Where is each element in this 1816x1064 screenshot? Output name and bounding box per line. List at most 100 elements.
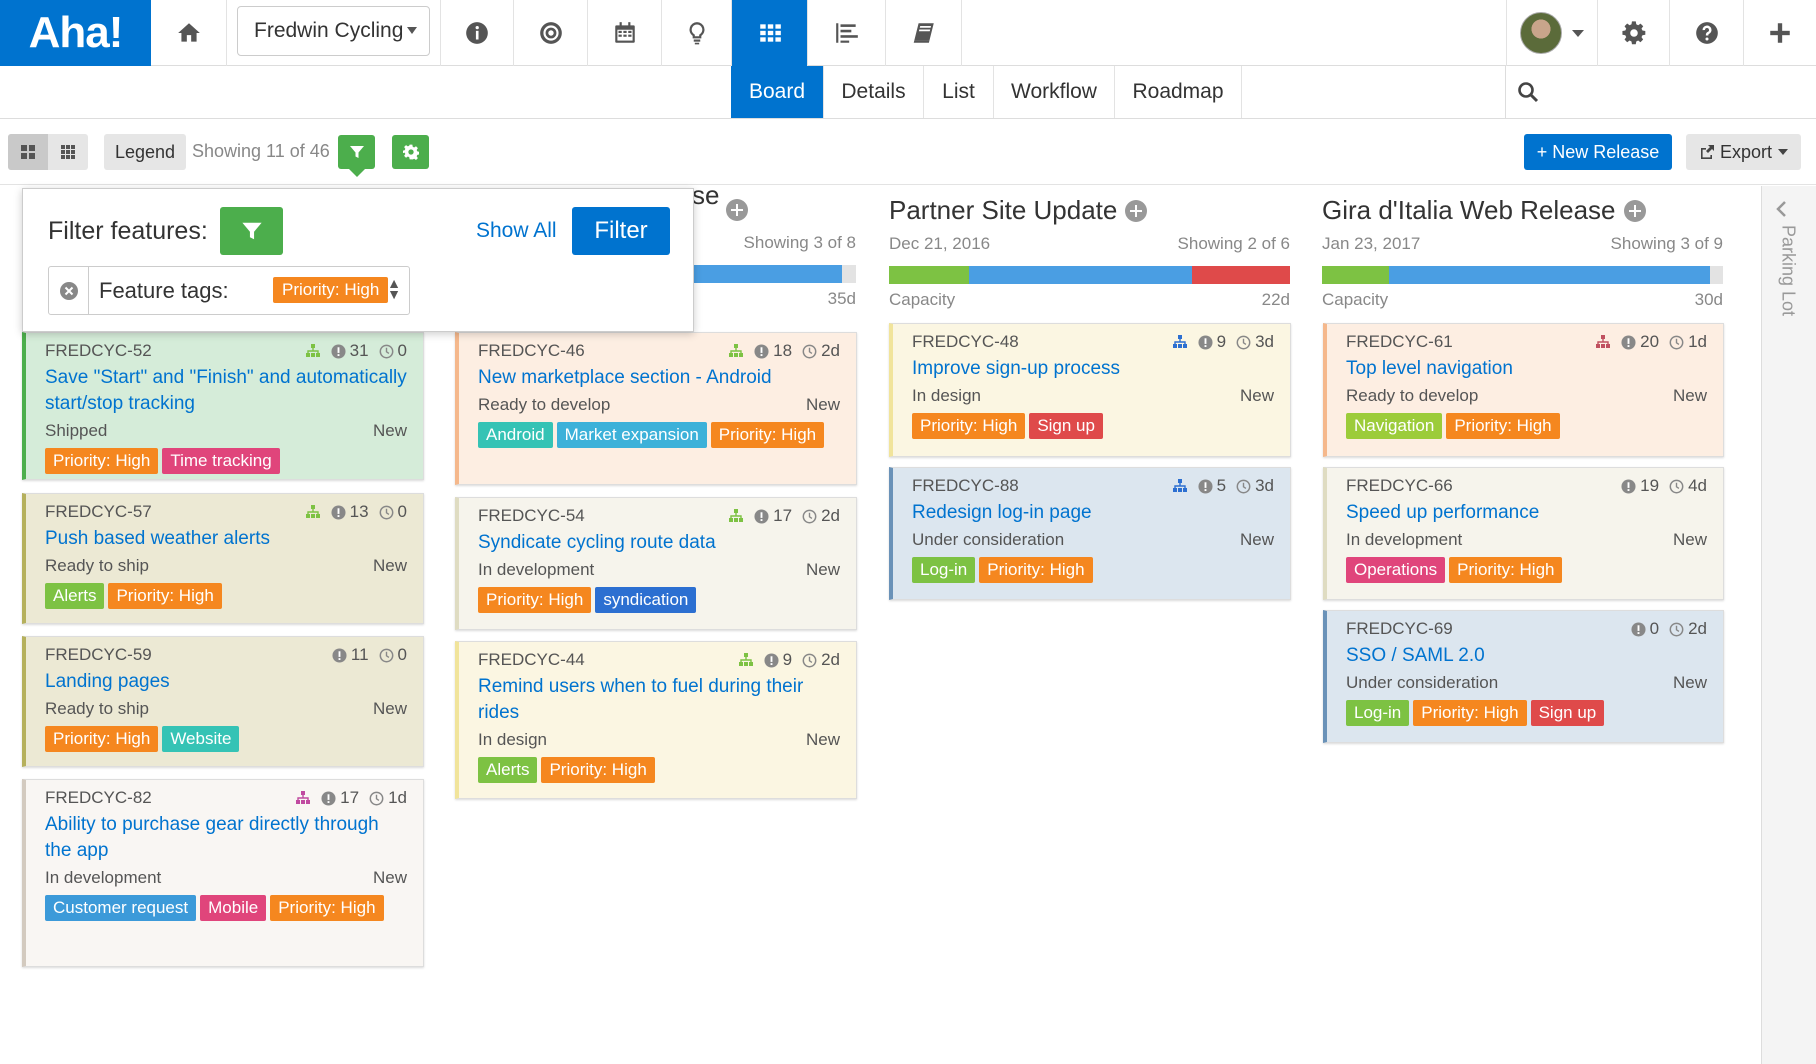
feature-id[interactable]: FREDCYC-82 — [45, 788, 152, 807]
tag[interactable]: Alerts — [45, 583, 105, 609]
workflow-status[interactable]: In development — [45, 868, 162, 887]
tab-board[interactable]: Board — [731, 66, 824, 118]
feature-id[interactable]: FREDCYC-52 — [45, 341, 152, 360]
feature-title[interactable]: Ability to purchase gear directly throug… — [45, 814, 379, 861]
feature-card[interactable]: FREDCYC-88 5 3d Redesign log-in page Under c… — [889, 467, 1291, 600]
feature-title[interactable]: Improve sign-up process — [912, 358, 1121, 379]
workflow-status[interactable]: Ready to develop — [478, 395, 611, 414]
tab-list[interactable]: List — [924, 66, 994, 118]
filter-tag-value[interactable]: Priority: High — [273, 277, 389, 303]
ideas-button[interactable] — [662, 0, 732, 66]
tag[interactable]: Priority: High — [1413, 700, 1527, 726]
home-button[interactable] — [151, 0, 227, 66]
tag[interactable]: Priority: High — [270, 895, 384, 921]
releases-button[interactable] — [588, 0, 662, 66]
tag[interactable]: Priority: High — [710, 422, 825, 448]
legend-button[interactable]: Legend — [104, 134, 186, 170]
feature-id[interactable]: FREDCYC-57 — [45, 502, 152, 521]
feature-card[interactable]: FREDCYC-69 0 2d SSO / SAML 2.0 Under conside… — [1323, 610, 1724, 743]
filter-type-button[interactable] — [220, 207, 283, 255]
feature-id[interactable]: FREDCYC-61 — [1346, 332, 1453, 351]
small-card-view-button[interactable] — [48, 134, 88, 170]
tag[interactable]: Mobile — [200, 895, 267, 921]
release-title[interactable]: Partner Site Update — [889, 195, 1118, 225]
workflow-status[interactable]: Ready to ship — [45, 699, 149, 718]
tag[interactable]: Market expansion — [556, 422, 707, 448]
tag[interactable]: Priority: High — [108, 583, 222, 609]
tag[interactable]: Sign up — [1029, 413, 1103, 439]
tab-workflow[interactable]: Workflow — [994, 66, 1115, 118]
up-down-arrows-icon[interactable]: ▲ ▼ — [387, 275, 401, 302]
feature-card[interactable]: FREDCYC-61 20 1d Top level navigation Ready … — [1323, 323, 1724, 457]
feature-title[interactable]: New marketplace section - Android — [478, 367, 772, 388]
tag[interactable]: Website — [162, 726, 240, 752]
feature-card[interactable]: FREDCYC-44 9 2d Remind users when to fuel d… — [455, 641, 857, 799]
feature-id[interactable]: FREDCYC-46 — [478, 341, 585, 360]
feature-id[interactable]: FREDCYC-69 — [1346, 619, 1453, 638]
tab-details[interactable]: Details — [824, 66, 924, 118]
feature-card[interactable]: FREDCYC-57 13 0 Push based weather alerts Re… — [22, 493, 424, 624]
workflow-status[interactable]: Under consideration — [1346, 673, 1499, 692]
feature-id[interactable]: FREDCYC-54 — [478, 506, 585, 525]
chevron-left-icon[interactable] — [1774, 200, 1788, 218]
tag[interactable]: Priority: High — [912, 413, 1026, 439]
workflow-status[interactable]: In design — [478, 730, 547, 749]
tag[interactable]: Navigation — [1346, 413, 1443, 439]
tag[interactable]: Priority: High — [1446, 413, 1560, 439]
requirements-button[interactable] — [808, 0, 886, 66]
tag[interactable]: Priority: High — [1449, 557, 1563, 583]
tag[interactable]: Priority: High — [45, 726, 159, 752]
tab-roadmap[interactable]: Roadmap — [1115, 66, 1242, 118]
feature-title[interactable]: Redesign log-in page — [912, 502, 1092, 523]
tag[interactable]: Time tracking — [162, 448, 280, 474]
aha-logo[interactable]: Aha! — [0, 0, 151, 66]
feature-title[interactable]: Landing pages — [45, 671, 170, 692]
workflow-status[interactable]: In development — [1346, 530, 1463, 549]
feature-card[interactable]: FREDCYC-66 19 4d Speed up performance In dev… — [1323, 467, 1724, 600]
new-release-button[interactable]: + New Release — [1524, 134, 1672, 170]
add-feature-icon[interactable] — [726, 199, 748, 221]
tag[interactable]: Priority: High — [979, 557, 1093, 583]
large-card-view-button[interactable] — [8, 134, 48, 170]
release-title[interactable]: Gira d'Italia Web Release — [1322, 195, 1616, 225]
feature-id[interactable]: FREDCYC-59 — [45, 645, 152, 664]
tag[interactable]: Log-in — [1346, 700, 1410, 726]
feature-card[interactable]: FREDCYC-48 9 3d Improve sign-up process In d… — [889, 323, 1291, 457]
tag[interactable]: Alerts — [478, 757, 538, 783]
tag[interactable]: Operations — [1346, 557, 1446, 583]
info-button[interactable] — [440, 0, 514, 66]
feature-card[interactable]: FREDCYC-54 17 2d Syndicate cycling route da… — [455, 497, 857, 630]
feature-id[interactable]: FREDCYC-66 — [1346, 476, 1453, 495]
tag[interactable]: Customer request — [45, 895, 197, 921]
tag[interactable]: Log-in — [912, 557, 976, 583]
feature-id[interactable]: FREDCYC-44 — [478, 650, 585, 669]
tag[interactable]: Priority: High — [478, 587, 592, 613]
tag[interactable]: Android — [478, 422, 553, 448]
add-button[interactable] — [1744, 0, 1816, 66]
strategy-button[interactable] — [514, 0, 588, 66]
feature-card[interactable]: FREDCYC-82 17 1d Ability to purchase gear d… — [22, 779, 424, 967]
workflow-status[interactable]: In development — [478, 560, 595, 579]
user-menu-button[interactable] — [1506, 0, 1598, 66]
feature-title[interactable]: Top level navigation — [1346, 358, 1513, 379]
add-feature-icon[interactable] — [1125, 199, 1148, 222]
feature-id[interactable]: FREDCYC-48 — [912, 332, 1019, 351]
tag[interactable]: syndication — [595, 587, 697, 613]
feature-title[interactable]: SSO / SAML 2.0 — [1346, 645, 1485, 666]
feature-title[interactable]: Syndicate cycling route data — [478, 532, 716, 553]
filter-button[interactable] — [338, 135, 375, 169]
workflow-status[interactable]: Under consideration — [912, 530, 1065, 549]
workflow-status[interactable]: Ready to ship — [45, 556, 149, 575]
help-button[interactable] — [1670, 0, 1744, 66]
feature-card[interactable]: FREDCYC-59 11 0 Landing pages Ready to ship N… — [22, 636, 424, 767]
release-title[interactable]: se — [692, 179, 720, 210]
card-settings-button[interactable] — [392, 135, 429, 169]
export-button[interactable]: Export — [1686, 134, 1801, 170]
show-all-link[interactable]: Show All — [476, 219, 557, 242]
workflow-status[interactable]: Ready to develop — [1346, 386, 1479, 405]
feature-title[interactable]: Save "Start" and "Finish" and automatica… — [45, 367, 407, 414]
notebooks-button[interactable] — [886, 0, 962, 66]
feature-card[interactable]: FREDCYC-46 18 2d New marketplace section - … — [455, 332, 857, 485]
tag[interactable]: Sign up — [1530, 700, 1605, 726]
parking-lot-panel[interactable] — [1761, 186, 1816, 1064]
